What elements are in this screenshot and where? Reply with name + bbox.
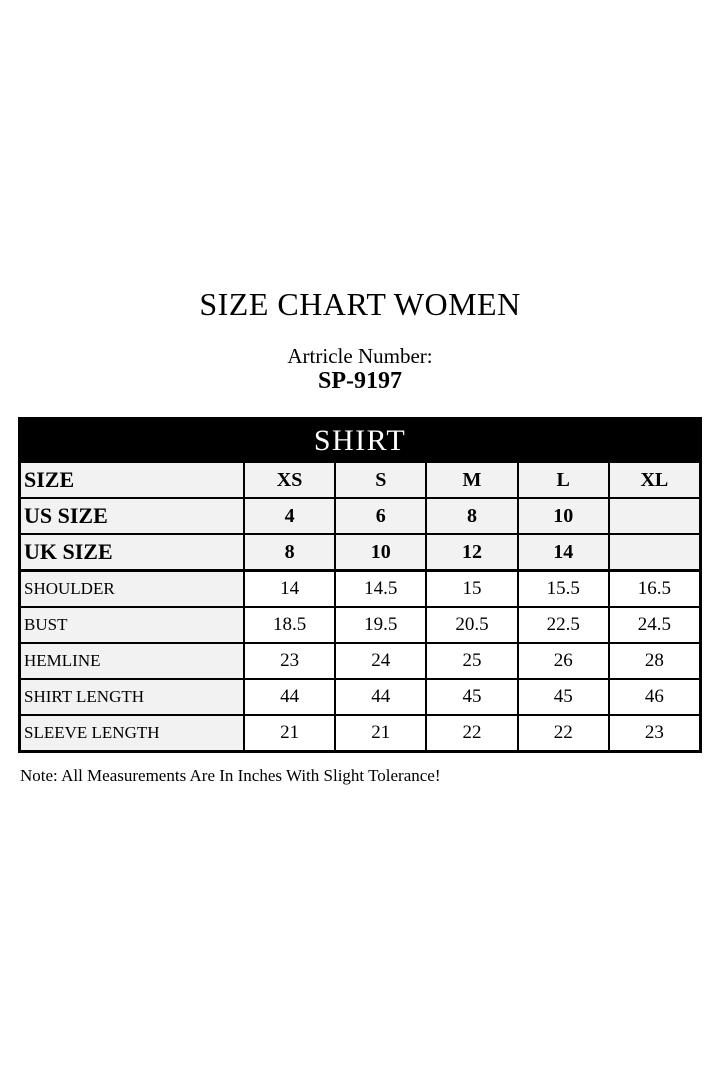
table-cell: [607, 499, 699, 533]
row-label: US SIZE: [21, 499, 243, 533]
article-number-label: Artricle Number:: [287, 344, 433, 368]
table-cell: 28: [607, 644, 699, 678]
table-cell: 8: [425, 499, 517, 533]
table-cell: 23: [243, 644, 335, 678]
column-header-m: M: [425, 463, 517, 497]
table-cell: 18.5: [243, 608, 335, 642]
size-chart-table: SHIRT SIZE XS S M L XL US SIZE 4 6 8 10 …: [18, 417, 702, 753]
table-cell: 8: [243, 535, 335, 569]
table-cell: 16.5: [607, 572, 699, 606]
table-cell: 22: [516, 716, 608, 750]
table-cell: 24: [334, 644, 426, 678]
table-cell: 24.5: [607, 608, 699, 642]
table-cell: 25: [425, 644, 517, 678]
row-label: HEMLINE: [21, 644, 243, 678]
table-banner: SHIRT: [21, 420, 699, 461]
table-cell: 44: [243, 680, 335, 714]
measurement-note: Note: All Measurements Are In Inches Wit…: [20, 766, 441, 785]
table-row-shoulder: SHOULDER 14 14.5 15 15.5 16.5: [21, 569, 699, 606]
column-header-size: SIZE: [21, 463, 243, 497]
table-cell: 14: [516, 535, 608, 569]
table-cell: 10: [516, 499, 608, 533]
table-cell: 12: [425, 535, 517, 569]
table-row-shirt-length: SHIRT LENGTH 44 44 45 45 46: [21, 678, 699, 714]
table-cell: 26: [516, 644, 608, 678]
table-cell: 20.5: [425, 608, 517, 642]
table-row-us-size: US SIZE 4 6 8 10: [21, 497, 699, 533]
table-cell: [607, 535, 699, 569]
table-cell: 15.5: [516, 572, 608, 606]
table-row-uk-size: UK SIZE 8 10 12 14: [21, 533, 699, 569]
table-cell: 21: [334, 716, 426, 750]
table-cell: 45: [516, 680, 608, 714]
article-number-value: SP-9197: [318, 368, 402, 394]
table-cell: 10: [334, 535, 426, 569]
table-cell: 19.5: [334, 608, 426, 642]
column-header-xl: XL: [607, 463, 699, 497]
table-cell: 21: [243, 716, 335, 750]
page-title: SIZE CHART WOMEN: [199, 286, 521, 322]
column-header-s: S: [334, 463, 426, 497]
table-header-row: SIZE XS S M L XL: [21, 461, 699, 497]
table-cell: 15: [425, 572, 517, 606]
table-cell: 6: [334, 499, 426, 533]
row-label: BUST: [21, 608, 243, 642]
column-header-l: L: [516, 463, 608, 497]
table-row-hemline: HEMLINE 23 24 25 26 28: [21, 642, 699, 678]
table-cell: 45: [425, 680, 517, 714]
row-label: SHOULDER: [21, 572, 243, 606]
row-label: UK SIZE: [21, 535, 243, 569]
table-row-bust: BUST 18.5 19.5 20.5 22.5 24.5: [21, 606, 699, 642]
table-cell: 14: [243, 572, 335, 606]
table-cell: 46: [607, 680, 699, 714]
table-cell: 22.5: [516, 608, 608, 642]
table-cell: 14.5: [334, 572, 426, 606]
table-cell: 4: [243, 499, 335, 533]
row-label: SHIRT LENGTH: [21, 680, 243, 714]
table-cell: 44: [334, 680, 426, 714]
row-label: SLEEVE LENGTH: [21, 716, 243, 750]
table-cell: 22: [425, 716, 517, 750]
table-row-sleeve-length: SLEEVE LENGTH 21 21 22 22 23: [21, 714, 699, 750]
column-header-xs: XS: [243, 463, 335, 497]
table-cell: 23: [607, 716, 699, 750]
